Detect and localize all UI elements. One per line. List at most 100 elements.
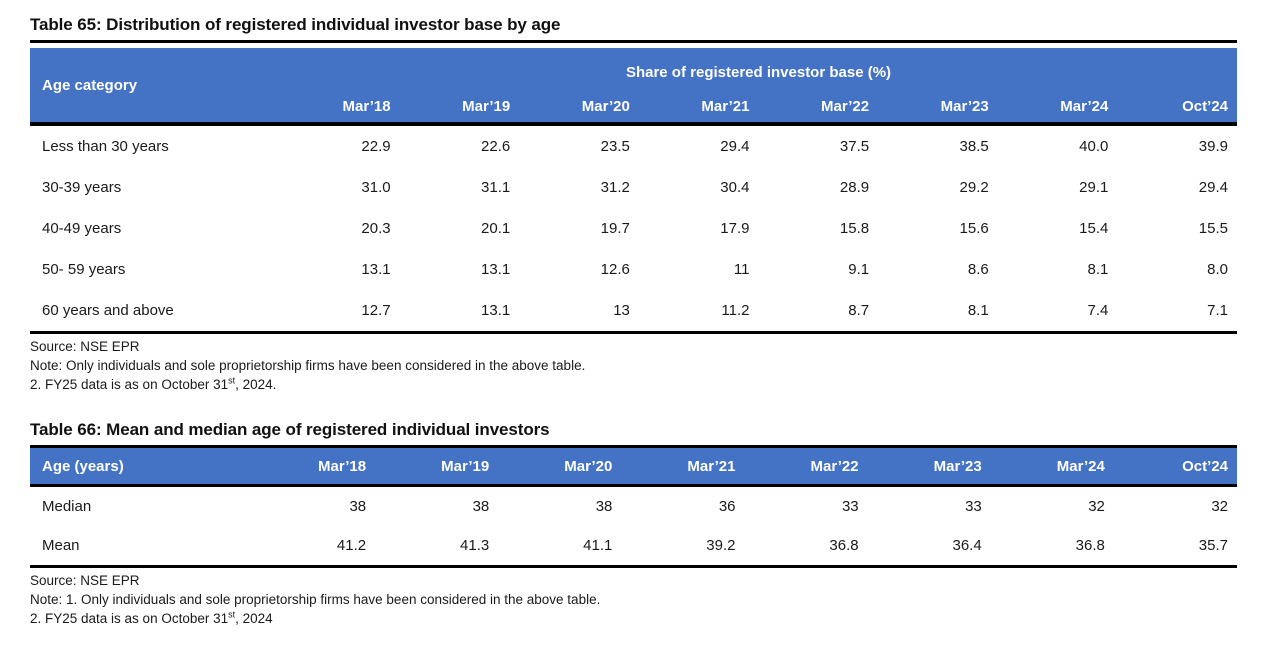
- cell-value: 20.3: [361, 220, 391, 237]
- cell-value: 28.9: [839, 179, 870, 196]
- cell-value: 33: [965, 498, 982, 515]
- cell-value: 32: [1211, 498, 1228, 515]
- table-row: 30-39 years 31.0 31.1 31.2 30.4 28.9 29.2 29.1 2…: [30, 167, 1237, 208]
- table-row: Mean 41.2 41.3 41.1 39.2 36.8 36.4 36.8 35.7: [30, 526, 1237, 565]
- table65-note-line-1: Note: Only individuals and sole propriet…: [30, 358, 586, 373]
- column-header: Mar’19: [441, 457, 490, 475]
- cell-value: 11.2: [721, 302, 750, 319]
- table-row: 40-49 years 20.3 20.1 19.7 17.9 15.8 15.6 15.4 1…: [30, 208, 1237, 249]
- note-superscript: st: [228, 609, 236, 620]
- table-row: 60 years and above 12.7 13.1 13 11.2 8.7 8.1 7.…: [30, 290, 1237, 331]
- cell-value: 40.0: [1079, 138, 1109, 155]
- table-row: 50- 59 years 13.1 13.1 12.6 11 9.1 8.6 8.1 8.0: [30, 249, 1237, 290]
- column-header: Mar’18: [318, 457, 367, 475]
- cell-value: 32: [1088, 498, 1105, 515]
- cell-value: 38: [595, 498, 613, 515]
- table66-body: Median 38 38 38 36 33 33 32 32 Mean 41.2 41.3 41.1 39…: [30, 487, 1237, 568]
- cell-value: 33: [841, 498, 859, 515]
- table65-corner-header: Age category: [42, 76, 138, 94]
- column-header: Mar’21: [701, 97, 750, 115]
- table65-title: Table 65: Distribution of registered ind…: [30, 14, 1237, 43]
- cell-value: 15.8: [839, 220, 870, 237]
- table66-section: Table 66: Mean and median age of registe…: [30, 419, 1237, 628]
- column-header: Mar’20: [581, 97, 630, 115]
- table-row: Less than 30 years 22.9 22.6 23.5 29.4 37.5 38…: [30, 126, 1237, 167]
- row-label: Less than 30 years: [42, 138, 169, 155]
- cell-value: 8.0: [1207, 261, 1228, 278]
- note-text: 2. FY25 data is as on October 31: [30, 377, 229, 392]
- cell-value: 36.4: [952, 537, 982, 554]
- column-header: Mar’22: [810, 457, 859, 475]
- column-header: Mar’19: [462, 97, 511, 115]
- column-header: Mar’20: [564, 457, 613, 475]
- cell-value: 35.7: [1198, 537, 1228, 554]
- cell-value: 8.7: [848, 302, 870, 319]
- cell-value: 9.1: [848, 261, 870, 278]
- table65-section: Table 65: Distribution of registered ind…: [30, 14, 1237, 394]
- cell-value: 7.4: [1087, 302, 1109, 319]
- cell-value: 23.5: [600, 138, 630, 155]
- cell-value: 36: [718, 498, 736, 515]
- cell-value: 12.6: [600, 261, 630, 278]
- cell-value: 8.6: [967, 261, 989, 278]
- cell-value: 37.5: [839, 138, 870, 155]
- cell-value: 22.9: [361, 138, 391, 155]
- row-label: Mean: [42, 537, 80, 554]
- cell-value: 30.4: [720, 179, 750, 196]
- cell-value: 31.1: [481, 179, 511, 196]
- column-header: Mar’24: [1060, 97, 1109, 115]
- cell-value: 22.6: [481, 138, 511, 155]
- cell-value: 29.4: [1198, 179, 1228, 196]
- table-row: Median 38 38 38 36 33 33 32 32: [30, 487, 1237, 526]
- cell-value: 36.8: [829, 537, 859, 554]
- table65-body: Less than 30 years 22.9 22.6 23.5 29.4 37.5 38…: [30, 126, 1237, 334]
- cell-value: 36.8: [1075, 537, 1105, 554]
- cell-value: 41.3: [460, 537, 490, 554]
- note-text: , 2024: [235, 611, 273, 626]
- cell-value: 41.2: [336, 537, 367, 554]
- cell-value: 29.2: [959, 179, 989, 196]
- cell-value: 39.9: [1198, 138, 1228, 155]
- row-label: 60 years and above: [42, 302, 174, 319]
- cell-value: 19.7: [600, 220, 630, 237]
- cell-value: 7.1: [1207, 302, 1228, 319]
- cell-value: 39.2: [706, 537, 736, 554]
- cell-value: 15.5: [1198, 220, 1228, 237]
- table65-notes: Source: NSE EPR Note: Only individuals a…: [30, 334, 1237, 394]
- cell-value: 15.4: [1079, 220, 1109, 237]
- column-header: Mar’21: [687, 457, 736, 475]
- row-label: 40-49 years: [42, 220, 122, 237]
- table66-corner-header: Age (years): [42, 457, 124, 475]
- cell-value: 41.1: [583, 537, 613, 554]
- column-header: Mar’23: [940, 97, 989, 115]
- cell-value: 13: [613, 302, 630, 319]
- cell-value: 17.9: [720, 220, 750, 237]
- cell-value: 29.4: [720, 138, 750, 155]
- table66-note-line-2: 2. FY25 data is as on October 31st, 2024: [30, 609, 1237, 628]
- cell-value: 13.1: [481, 261, 511, 278]
- cell-value: 8.1: [1087, 261, 1109, 278]
- table65-span-header: Share of registered investor base (%): [625, 63, 892, 81]
- cell-value: 38.5: [959, 138, 989, 155]
- table65-source-line: Source: NSE EPR: [30, 339, 140, 354]
- cell-value: 15.6: [959, 220, 989, 237]
- column-header: Mar’22: [821, 97, 870, 115]
- table66-header: Age (years) Mar’18 Mar’19 Mar’20 Mar’21 Mar’…: [30, 448, 1237, 487]
- cell-value: 29.1: [1079, 179, 1109, 196]
- column-header: Oct’24: [1182, 457, 1228, 475]
- cell-value: 13.1: [361, 261, 391, 278]
- cell-value: 13.1: [481, 302, 511, 319]
- column-header: Mar’23: [933, 457, 982, 475]
- table66-notes: Source: NSE EPR Note: 1. Only individual…: [30, 568, 1237, 628]
- cell-value: 38: [472, 498, 490, 515]
- table66-title: Table 66: Mean and median age of registe…: [30, 419, 1237, 448]
- column-header: Oct’24: [1182, 97, 1228, 115]
- cell-value: 8.1: [967, 302, 989, 319]
- table66-note-line-1: Note: 1. Only individuals and sole propr…: [30, 592, 601, 607]
- cell-value: 12.7: [361, 302, 391, 319]
- table66-source-line: Source: NSE EPR: [30, 573, 140, 588]
- table65-header: Age category Share of registered investo…: [30, 48, 1237, 126]
- column-header: Mar’18: [342, 97, 391, 115]
- cell-value: 20.1: [481, 220, 511, 237]
